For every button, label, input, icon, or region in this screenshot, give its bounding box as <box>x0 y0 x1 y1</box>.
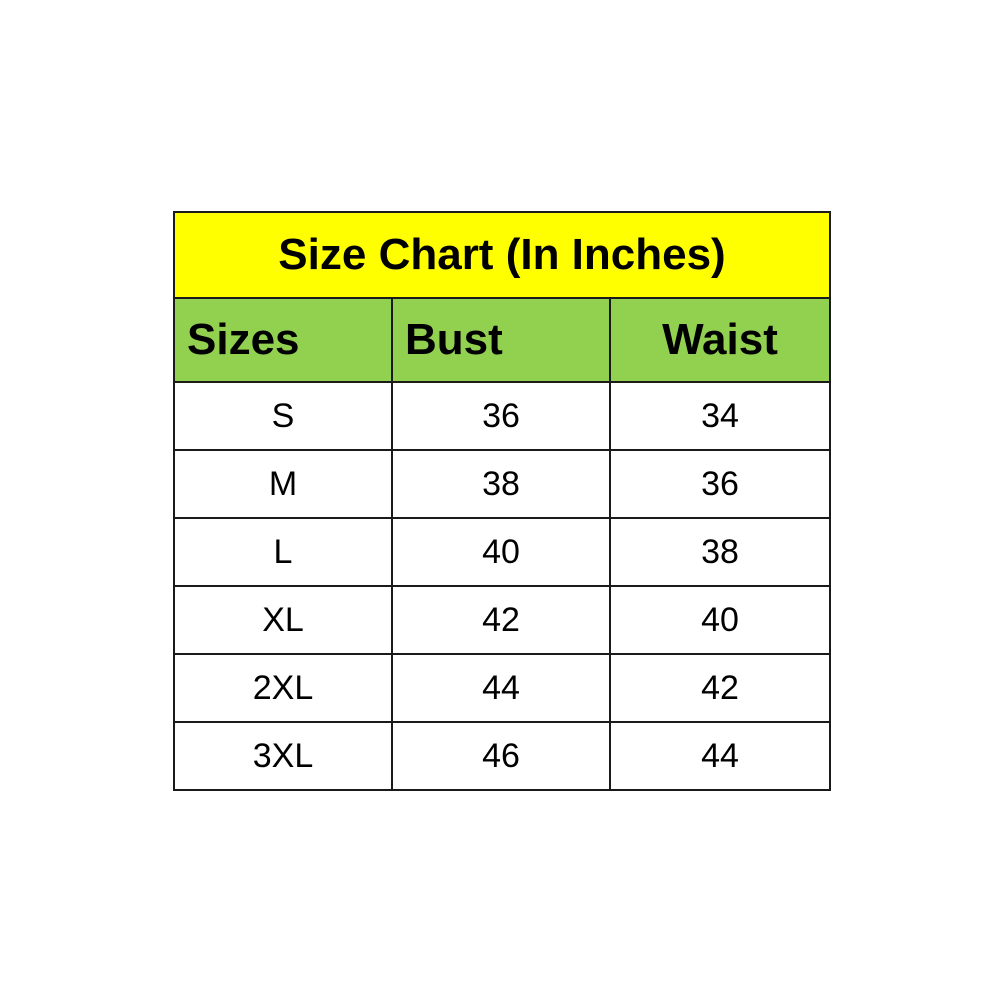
bust-cell: 38 <box>391 449 611 519</box>
table-row: 3XL 46 44 <box>173 721 832 791</box>
size-cell: L <box>173 517 393 587</box>
table-title: Size Chart (In Inches) <box>172 211 832 299</box>
size-cell: S <box>173 381 393 451</box>
table-row: M 38 36 <box>173 449 832 519</box>
column-header-sizes: Sizes <box>173 297 393 383</box>
column-header-bust: Bust <box>391 297 611 383</box>
size-cell: M <box>173 449 393 519</box>
size-cell: 2XL <box>173 653 393 723</box>
table-row: S 36 34 <box>173 381 832 451</box>
bust-cell: 40 <box>391 517 611 587</box>
table-row: 2XL 44 42 <box>173 653 832 723</box>
waist-cell: 36 <box>608 449 832 519</box>
waist-cell: 38 <box>608 517 832 587</box>
size-cell: XL <box>173 585 393 655</box>
bust-cell: 42 <box>391 585 611 655</box>
table-row: XL 42 40 <box>173 585 832 655</box>
column-header-waist: Waist <box>608 297 832 383</box>
bust-cell: 44 <box>391 653 611 723</box>
size-cell: 3XL <box>173 721 393 791</box>
waist-cell: 34 <box>608 381 832 451</box>
size-chart-table: Size Chart (In Inches) Sizes Bust Waist … <box>172 211 832 791</box>
bust-cell: 36 <box>391 381 611 451</box>
header-row: Sizes Bust Waist <box>173 297 832 383</box>
bust-cell: 46 <box>391 721 611 791</box>
waist-cell: 40 <box>608 585 832 655</box>
table-row: L 40 38 <box>173 517 832 587</box>
waist-cell: 44 <box>608 721 832 791</box>
waist-cell: 42 <box>608 653 832 723</box>
title-row: Size Chart (In Inches) <box>172 211 832 299</box>
